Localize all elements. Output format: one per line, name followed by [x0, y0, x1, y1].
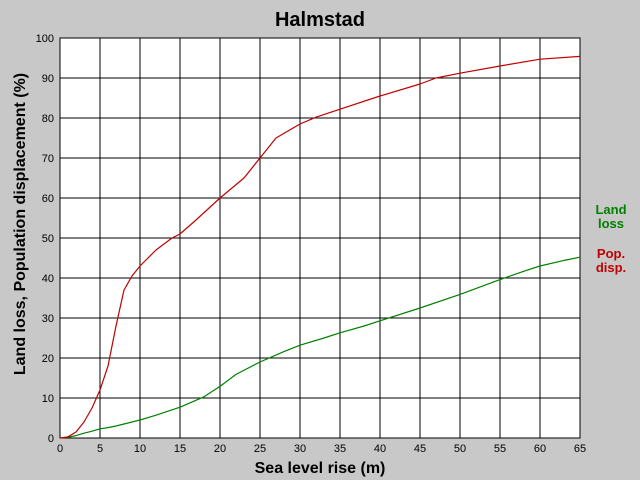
- y-tick-label-4: 40: [42, 273, 54, 285]
- x-tick-label-11: 55: [494, 443, 506, 455]
- y-tick-label-5: 50: [42, 233, 54, 245]
- y-tick-label-7: 70: [42, 153, 54, 165]
- x-tick-label-6: 30: [294, 443, 306, 455]
- y-tick-label-9: 90: [42, 73, 54, 85]
- x-tick-label-0: 0: [57, 443, 63, 455]
- y-tick-label-6: 60: [42, 193, 54, 205]
- legend-label-1-0: Pop.: [597, 246, 625, 261]
- x-axis-title: Sea level rise (m): [255, 460, 386, 477]
- x-tick-label-12: 60: [534, 443, 546, 455]
- x-tick-label-9: 45: [414, 443, 426, 455]
- legend-label-1-1: disp.: [596, 260, 626, 275]
- x-tick-label-5: 25: [254, 443, 266, 455]
- x-tick-label-13: 65: [574, 443, 586, 455]
- x-tick-label-7: 35: [334, 443, 346, 455]
- y-tick-label-10: 100: [36, 33, 54, 45]
- x-tick-label-10: 50: [454, 443, 466, 455]
- tick-labels: 0 5 10 15 20 25 30 35 40 45 50 55 60 65 0 10 20 30 40 50 60 7…: [36, 33, 586, 455]
- series-line-pop-disp: [59, 55, 581, 439]
- chart-title: Halmstad: [275, 9, 365, 31]
- legend-label-0-1: loss: [598, 216, 624, 231]
- series-line-land-loss: [59, 256, 581, 439]
- series-lines: [59, 55, 581, 439]
- y-tick-label-8: 80: [42, 113, 54, 125]
- x-tick-label-3: 15: [174, 443, 186, 455]
- y-axis-title: Land loss, Population displacement (%): [12, 73, 29, 375]
- grid: [59, 37, 581, 439]
- y-tick-label-0: 0: [48, 433, 54, 445]
- y-tick-label-3: 30: [42, 313, 54, 325]
- x-tick-label-4: 20: [214, 443, 226, 455]
- x-tick-label-8: 40: [374, 443, 386, 455]
- y-tick-label-2: 20: [42, 353, 54, 365]
- x-tick-label-1: 5: [97, 443, 103, 455]
- y-tick-label-1: 10: [42, 393, 54, 405]
- x-tick-label-2: 10: [134, 443, 146, 455]
- legend-label-0-0: Land: [595, 202, 626, 217]
